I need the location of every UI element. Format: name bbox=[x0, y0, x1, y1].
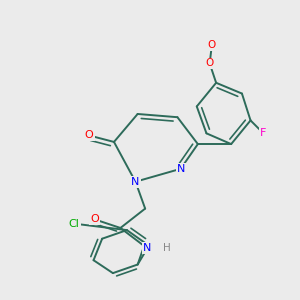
Text: O: O bbox=[90, 214, 99, 224]
Text: F: F bbox=[260, 128, 267, 138]
Text: N: N bbox=[131, 177, 140, 187]
Text: O: O bbox=[85, 130, 94, 140]
Text: O: O bbox=[208, 40, 216, 50]
Text: O: O bbox=[206, 58, 214, 68]
Text: Cl: Cl bbox=[69, 219, 80, 229]
Text: H: H bbox=[163, 243, 170, 254]
Text: N: N bbox=[143, 243, 152, 254]
Text: N: N bbox=[176, 164, 185, 174]
Text: O: O bbox=[206, 58, 214, 68]
